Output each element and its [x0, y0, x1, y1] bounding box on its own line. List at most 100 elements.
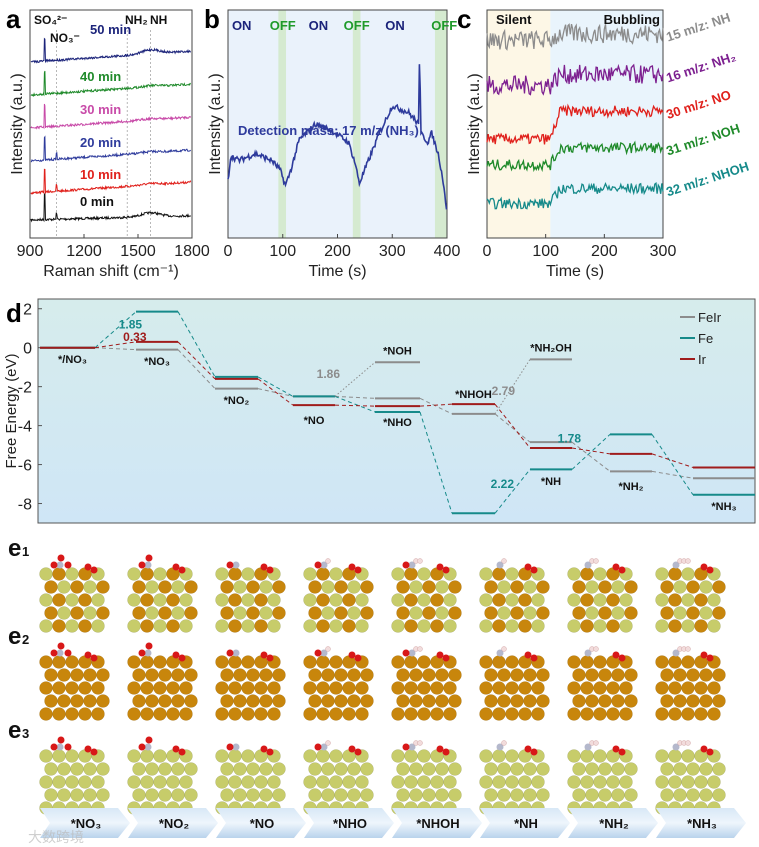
ir-atom: [585, 580, 599, 594]
ir-atom: [580, 749, 594, 763]
ir-atom: [593, 775, 607, 789]
fe-atom: [598, 580, 612, 594]
n-atom: [672, 561, 680, 569]
ir-atom: [523, 606, 537, 620]
o-atom: [64, 649, 72, 657]
fe-atom: [572, 606, 586, 620]
step-arrow: [568, 808, 658, 838]
fe-atom: [492, 567, 506, 581]
fe-atom: [510, 668, 524, 682]
ir-atom: [422, 788, 436, 802]
phase-label-on: ON: [385, 18, 405, 33]
fe-atom: [593, 707, 607, 721]
row-label-sub: 2: [22, 632, 29, 647]
off-region: [434, 10, 447, 238]
peak-annotation: SO₄²⁻: [34, 13, 67, 27]
row-label: e: [8, 535, 21, 562]
structure-model: [39, 642, 110, 721]
fe-atom: [171, 668, 185, 682]
ir-atom: [241, 749, 255, 763]
ir-atom: [145, 788, 159, 802]
fe-atom: [686, 668, 700, 682]
o-atom: [138, 649, 146, 657]
fe-atom: [308, 606, 322, 620]
fe-atom: [531, 681, 545, 695]
connector-ir: [651, 453, 694, 468]
o-atom: [260, 563, 268, 571]
connector-feir: [419, 397, 453, 415]
panel-a-raman-chart: 900 1200 1500 1800 Raman shift (cm⁻¹) Intensi…: [9, 9, 210, 280]
fe-atom: [179, 707, 193, 721]
ir-atom: [78, 775, 92, 789]
structure-model: [39, 736, 110, 815]
ir-atom: [409, 580, 423, 594]
ir-atom: [624, 762, 638, 776]
fe-atom: [531, 707, 545, 721]
ir-atom: [492, 749, 506, 763]
ir-atom: [567, 775, 581, 789]
y-tick-label: -6: [18, 458, 32, 475]
phase-label-on: ON: [309, 18, 329, 33]
panel-label-d: d: [6, 298, 22, 328]
structure-model: [215, 561, 286, 633]
fe-atom: [39, 655, 53, 669]
ir-atom: [686, 788, 700, 802]
fe-atom: [91, 681, 105, 695]
ir-atom: [241, 775, 255, 789]
o-atom: [50, 743, 58, 751]
ir-atom: [585, 762, 599, 776]
structure-row-ir: [39, 736, 726, 815]
fe-atom: [580, 707, 594, 721]
structure-model: [127, 736, 198, 815]
o-atom: [50, 561, 58, 569]
ir-atom: [153, 567, 167, 581]
fe-atom: [70, 580, 84, 594]
fe-atom: [246, 580, 260, 594]
structure-model: [479, 558, 550, 633]
fe-atom: [166, 707, 180, 721]
h-atom: [417, 646, 423, 652]
fe-atom: [334, 694, 348, 708]
ir-atom: [329, 749, 343, 763]
fe-atom: [699, 694, 713, 708]
h-atom: [501, 740, 507, 746]
ir-atom: [417, 567, 431, 581]
fe-atom: [572, 694, 586, 708]
ir-atom: [272, 762, 286, 776]
fe-atom: [246, 694, 260, 708]
fe-atom: [145, 694, 159, 708]
fe-atom: [523, 668, 537, 682]
fe-atom: [707, 681, 721, 695]
fe-atom: [329, 681, 343, 695]
o-atom: [402, 561, 410, 569]
ir-atom: [484, 788, 498, 802]
fe-atom: [430, 707, 444, 721]
fe-atom: [145, 668, 159, 682]
ir-atom: [329, 593, 343, 607]
fe-atom: [267, 681, 281, 695]
x-tick-label: 0: [483, 243, 492, 260]
ir-atom: [479, 775, 493, 789]
series-line-30-min: [30, 103, 192, 130]
ir-atom: [153, 749, 167, 763]
fe-atom: [127, 707, 141, 721]
o-atom: [90, 748, 98, 756]
o-atom: [700, 651, 708, 659]
value-label: 2.22: [491, 477, 515, 491]
o-atom: [57, 736, 65, 744]
fe-atom: [228, 567, 242, 581]
ir-atom: [585, 606, 599, 620]
ir-atom: [619, 593, 633, 607]
ir-atom: [347, 580, 361, 594]
fe-atom: [241, 655, 255, 669]
o-atom: [138, 743, 146, 751]
ir-atom: [132, 788, 146, 802]
x-axis-label: Time (s): [546, 263, 604, 280]
ir-atom: [606, 775, 620, 789]
ir-atom: [448, 788, 462, 802]
fe-atom: [518, 681, 532, 695]
series-line: [486, 23, 664, 51]
ir-atom: [505, 775, 519, 789]
ir-atom: [321, 580, 335, 594]
